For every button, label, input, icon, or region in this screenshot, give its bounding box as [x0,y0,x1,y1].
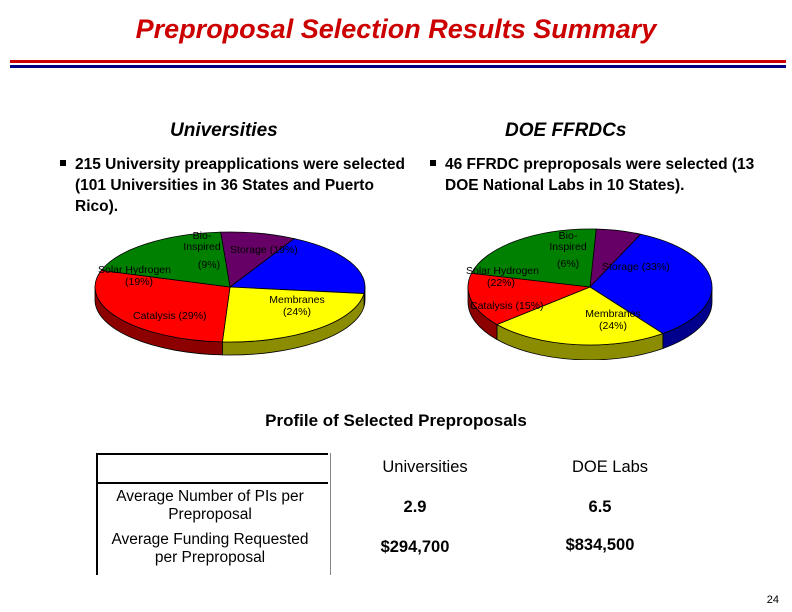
value-universities-funding: $294,700 [380,538,450,556]
universities-pie-chart: Bio- Inspired (9%) Storage (19%) Solar H… [94,230,366,356]
pie-label-catalysis: Catalysis (15%) [470,300,544,312]
bullet-square-icon [430,160,436,166]
pie-label-bio-line2: Inspired [549,241,587,253]
pie-label-storage: Storage (19%) [230,244,298,256]
pie-slice-solar-hydrogen [100,231,231,288]
pie-label-membranes-pct: (24%) [283,306,311,318]
pie-label-catalysis: Catalysis (29%) [133,310,207,322]
profile-title: Profile of Selected Preproposals [265,411,527,430]
pie-label-solar-pct: (19%) [125,276,153,288]
col-header-universities: Universities [382,458,468,476]
bullet-square-icon [60,160,66,166]
pie-label-bio: Bio- [193,230,212,242]
pie-slice-membranes [221,286,365,343]
pie-slice-solar-hydrogen [470,228,597,288]
ffrdc-bullet: 46 FFRDC preproposals were selected (13 … [430,154,775,208]
universities-heading: Universities [170,120,278,141]
pie-label-solar: Solar Hydrogen [98,264,171,276]
pie-slice-membranes [496,286,664,346]
pie-label-storage: Storage (33%) [602,261,670,273]
universities-bullet-text: 215 University preapplications were sele… [75,156,405,215]
table-border-header [96,482,328,484]
pie-slice-catalysis [467,272,591,325]
pie-label-membranes: Membranes [269,294,324,306]
ffrdc-bullet-text: 46 FFRDC preproposals were selected (13 … [445,156,755,194]
table-border-top [96,453,328,455]
pie-label-membranes: Membranes [585,308,640,320]
pie-label-membranes-pct: (24%) [599,320,627,332]
ffrdc-pie-chart: Bio- Inspired (6%) Storage (33%) Solar H… [466,228,713,360]
col-header-doe-labs: DOE Labs [571,458,649,476]
pie-slice-catalysis [94,269,231,343]
pie-label-solar-pct: (22%) [487,277,515,289]
page-number: 24 [766,594,779,606]
pie-label-solar: Solar Hydrogen [466,265,539,277]
title-underline-red [10,60,786,63]
page-title: Preproposal Selection Results Summary [135,14,657,44]
row-label-pis: Average Number of PIs per Preproposal [116,488,304,523]
table-border-left [96,453,98,575]
pie-label-bio: Bio- [559,230,578,242]
pie-label-bio-pct: (9%) [198,259,220,271]
ffrdc-heading: DOE FFRDCs [505,120,627,141]
table-divider [330,453,331,575]
value-doe-pis: 6.5 [588,498,612,516]
value-doe-funding: $834,500 [565,536,635,554]
pie-label-bio-line2: Inspired [183,241,221,253]
pie-slice-storage [589,233,713,334]
value-universities-pis: 2.9 [403,498,427,516]
row-label-funding: Average Funding Requested per Preproposa… [111,531,309,566]
ffrdc-pie-slices [467,228,713,360]
pie-slice-storage [228,238,366,294]
universities-pie-slices [94,231,366,356]
title-underline-blue [10,65,786,68]
pie-label-bio-pct: (6%) [557,258,579,270]
